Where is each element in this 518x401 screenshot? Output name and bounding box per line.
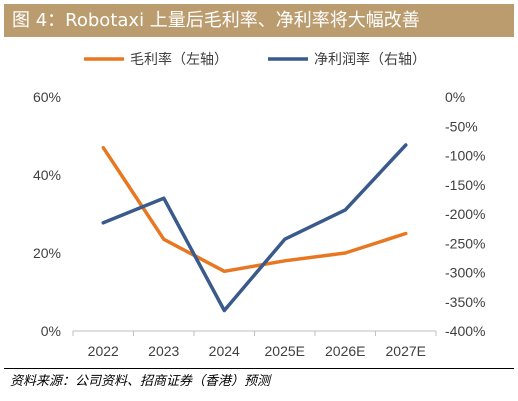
chart-legend: 毛利率（左轴） 净利润率（右轴）: [84, 51, 426, 67]
legend-label-1: 毛利率（左轴）: [130, 51, 228, 67]
chart-axes: 0% 20% 40% 60% 0% -50% -100% -150% -200% -250% -30…: [33, 89, 486, 359]
left-axis-tick-label: 20%: [33, 245, 61, 261]
right-axis-tick-label: -100%: [445, 148, 485, 164]
x-axis-tick-label: 2024: [209, 343, 240, 359]
left-axis-tick-label: 60%: [33, 89, 61, 105]
right-axis-tick-label: -200%: [445, 206, 485, 222]
x-axis-tick-label: 2023: [148, 343, 179, 359]
right-axis-tick-label: -350%: [445, 294, 485, 310]
series-line-1: [101, 145, 408, 274]
x-axis-tick-label: 2025E: [265, 343, 305, 359]
right-axis-tick-label: -150%: [445, 177, 485, 193]
figure-title: 图 4：Robotaxi 上量后毛利率、净利率将大幅改善: [4, 4, 514, 37]
right-axis-tick-label: -400%: [445, 323, 485, 339]
x-axis-tick-label: 2026E: [325, 343, 365, 359]
series-line-2: [101, 143, 408, 313]
right-axis-tick-label: 0%: [445, 89, 465, 105]
source-note: 资料来源：公司资料、招商证券（香港）预测: [4, 368, 514, 396]
x-axis-tick-label: 2027E: [386, 343, 426, 359]
x-axis-tick-label: 2022: [88, 343, 119, 359]
right-axis-tick-label: -300%: [445, 265, 485, 281]
right-axis-tick-label: -250%: [445, 235, 485, 251]
right-axis-tick-label: -50%: [445, 118, 478, 134]
legend-label-2: 净利润率（右轴）: [314, 51, 426, 67]
left-axis-tick-label: 0%: [41, 323, 61, 339]
chart-series: [101, 143, 408, 313]
left-axis-tick-label: 40%: [33, 167, 61, 183]
line-chart: 毛利率（左轴） 净利润率（右轴） 0% 20% 40% 60% 0% -50% -100% -1…: [33, 51, 486, 359]
